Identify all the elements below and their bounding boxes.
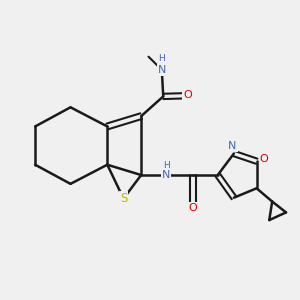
Text: S: S — [120, 192, 127, 205]
Text: N: N — [158, 65, 166, 75]
Text: O: O — [183, 90, 192, 100]
Text: H: H — [158, 54, 165, 63]
Text: N: N — [162, 170, 170, 180]
Text: N: N — [228, 141, 237, 151]
Text: H: H — [164, 161, 170, 170]
Text: O: O — [188, 203, 197, 213]
Text: O: O — [260, 154, 268, 164]
